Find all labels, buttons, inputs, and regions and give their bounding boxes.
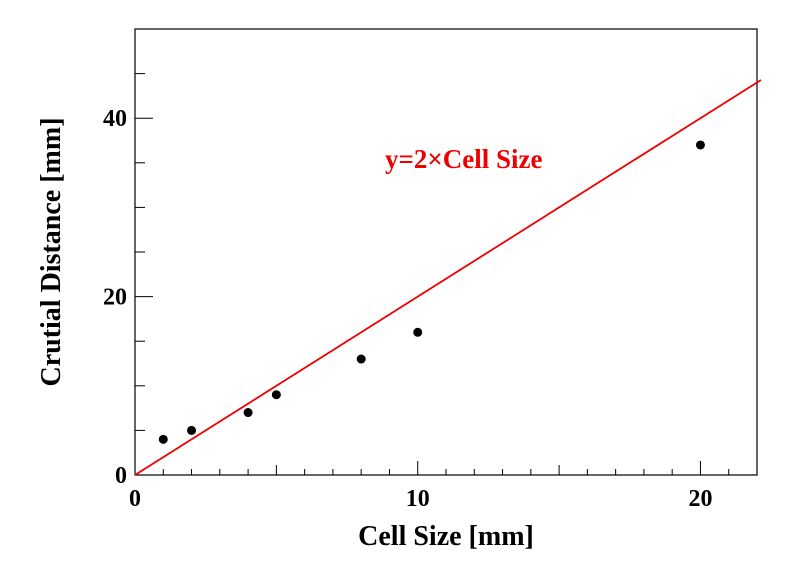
x-tick-label: 10 [406, 486, 430, 512]
data-point [413, 327, 423, 337]
data-point [187, 425, 197, 435]
x-axis-title: Cell Size [mm] [358, 521, 534, 552]
data-point [271, 390, 281, 400]
x-tick-label: 20 [688, 486, 712, 512]
x-tick-label: 0 [129, 486, 141, 512]
data-point [695, 140, 705, 150]
data-point [243, 408, 253, 418]
data-point [158, 434, 168, 444]
y-axis-title: Crutial Distance [mm] [36, 117, 67, 386]
y-tick-label: 20 [103, 285, 127, 311]
axis-ticks [134, 28, 758, 476]
y-tick-label: 40 [103, 106, 127, 132]
fit-line-label: y=2×Cell Size [385, 144, 543, 174]
y-tick-label: 0 [115, 463, 127, 489]
plot-frame [134, 28, 758, 476]
data-point [356, 354, 366, 364]
data-points [158, 140, 705, 444]
fit-line [134, 79, 762, 476]
tick-labels: 0 10 20 0 20 40 [103, 106, 712, 512]
